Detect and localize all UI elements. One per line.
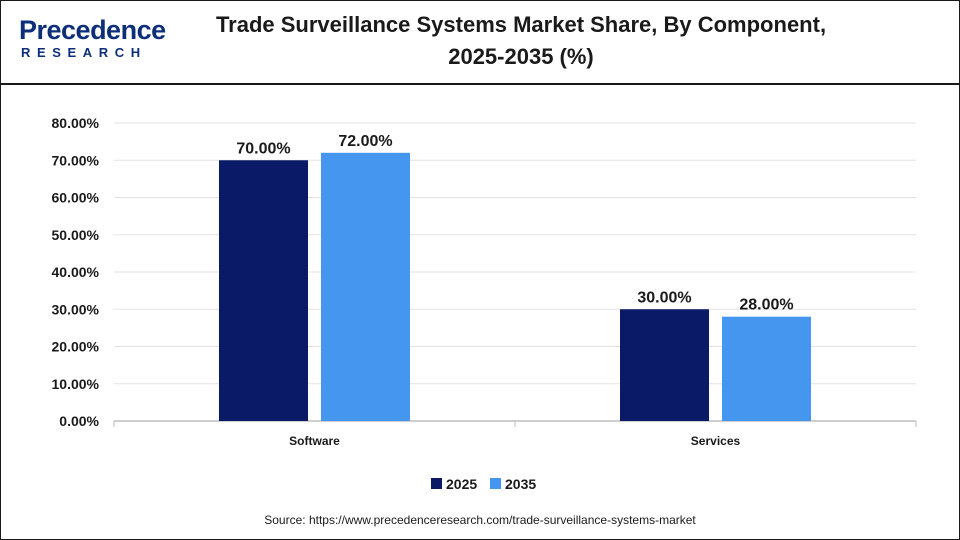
y-tick-label: 10.00% [52, 376, 100, 392]
x-tick-label: Software [289, 434, 340, 448]
bar-services-2035 [722, 316, 811, 421]
chart-title-line-1: Trade Surveillance Systems Market Share,… [215, 12, 827, 37]
data-label: 70.00% [236, 140, 290, 157]
bar-software-2035 [321, 152, 410, 422]
data-label: 72.00% [338, 133, 392, 150]
y-tick-label: 20.00% [52, 339, 100, 355]
legend-swatch-2025 [431, 478, 442, 489]
legend-label-2025: 2025 [446, 476, 477, 492]
y-tick-label: 30.00% [52, 301, 100, 317]
y-tick-label: 50.00% [52, 227, 100, 243]
legend-swatch-2035 [490, 478, 501, 489]
data-label: 28.00% [739, 297, 793, 314]
y-tick-label: 60.00% [52, 190, 100, 206]
x-tick-label: Services [691, 434, 741, 448]
bar-services-2025 [620, 309, 709, 421]
data-label: 30.00% [637, 289, 691, 306]
chart-title-line-2: 2025-2035 (%) [448, 44, 594, 69]
logo-subtitle: RESEARCH [21, 45, 147, 60]
y-tick-label: 40.00% [52, 264, 100, 280]
y-tick-label: 70.00% [52, 152, 100, 168]
bar-software-2025 [219, 160, 308, 421]
source-note: Source: https://www.precedenceresearch.c… [264, 513, 696, 527]
header: Precedence RESEARCH Trade Surveillance S… [1, 1, 959, 85]
legend-label-2035: 2035 [505, 476, 536, 492]
y-tick-label: 80.00% [52, 115, 100, 131]
logo-wordmark: Precedence [19, 15, 166, 45]
y-tick-label: 0.00% [59, 413, 99, 429]
chart-title: Trade Surveillance Systems Market Share,… [171, 9, 871, 73]
precedence-research-logo: Precedence RESEARCH [19, 15, 166, 65]
